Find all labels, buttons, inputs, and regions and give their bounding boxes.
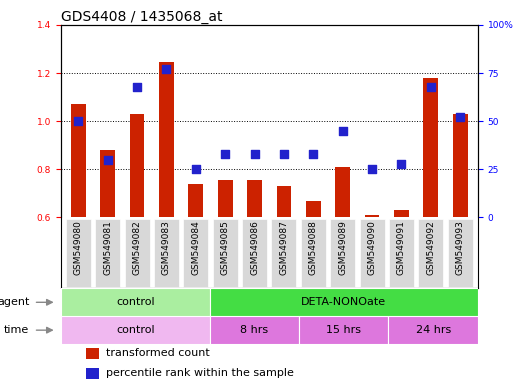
Point [103, 157, 112, 163]
Text: GSM549092: GSM549092 [426, 220, 436, 275]
FancyBboxPatch shape [418, 219, 444, 287]
Point [368, 166, 376, 172]
Bar [394, 210, 409, 217]
Text: GSM549087: GSM549087 [279, 220, 288, 275]
Point [309, 151, 317, 157]
Bar [159, 62, 174, 217]
Bar [210, 288, 478, 316]
Point [427, 83, 435, 89]
FancyBboxPatch shape [125, 219, 149, 287]
Bar [71, 104, 86, 217]
Bar [61, 288, 210, 316]
Text: transformed count: transformed count [106, 348, 210, 358]
Bar [86, 348, 99, 359]
Bar [365, 215, 380, 217]
Text: time: time [4, 325, 30, 335]
Point [456, 114, 465, 121]
FancyBboxPatch shape [271, 219, 296, 287]
FancyBboxPatch shape [301, 219, 326, 287]
Text: GSM549084: GSM549084 [191, 220, 200, 275]
Text: GSM549091: GSM549091 [397, 220, 406, 275]
FancyBboxPatch shape [95, 219, 120, 287]
Text: DETA-NONOate: DETA-NONOate [301, 297, 386, 307]
Text: 24 hrs: 24 hrs [416, 325, 451, 335]
Bar [423, 78, 438, 217]
Bar [100, 150, 115, 217]
FancyBboxPatch shape [448, 219, 473, 287]
Text: control: control [116, 297, 155, 307]
Text: GSM549082: GSM549082 [133, 220, 142, 275]
Bar [130, 114, 145, 217]
Text: GSM549088: GSM549088 [309, 220, 318, 275]
Bar [188, 184, 203, 217]
Text: GSM549086: GSM549086 [250, 220, 259, 275]
Text: percentile rank within the sample: percentile rank within the sample [106, 367, 294, 377]
Text: control: control [116, 325, 155, 335]
Point [250, 151, 259, 157]
Text: 8 hrs: 8 hrs [240, 325, 268, 335]
Text: GSM549090: GSM549090 [367, 220, 376, 275]
Point [162, 66, 171, 72]
Bar [453, 114, 468, 217]
Point [192, 166, 200, 172]
Bar [210, 316, 299, 344]
Bar [218, 180, 232, 217]
Bar [247, 180, 262, 217]
Text: GSM549093: GSM549093 [456, 220, 465, 275]
Bar [335, 167, 350, 217]
FancyBboxPatch shape [154, 219, 179, 287]
Bar [306, 200, 320, 217]
Point [280, 151, 288, 157]
Text: agent: agent [0, 297, 30, 307]
Point [221, 151, 230, 157]
Text: GSM549089: GSM549089 [338, 220, 347, 275]
Bar [299, 316, 389, 344]
Point [338, 128, 347, 134]
Bar [86, 367, 99, 379]
Text: GSM549083: GSM549083 [162, 220, 171, 275]
FancyBboxPatch shape [330, 219, 355, 287]
Bar [61, 316, 210, 344]
FancyBboxPatch shape [389, 219, 414, 287]
Point [133, 83, 142, 89]
Text: GSM549081: GSM549081 [103, 220, 112, 275]
Text: GSM549085: GSM549085 [221, 220, 230, 275]
Text: GDS4408 / 1435068_at: GDS4408 / 1435068_at [61, 10, 222, 24]
FancyBboxPatch shape [213, 219, 238, 287]
Text: 15 hrs: 15 hrs [326, 325, 361, 335]
Point [74, 118, 82, 124]
Bar [277, 186, 291, 217]
FancyBboxPatch shape [360, 219, 384, 287]
Text: GSM549080: GSM549080 [74, 220, 83, 275]
FancyBboxPatch shape [242, 219, 267, 287]
Point [397, 161, 406, 167]
Bar [389, 316, 478, 344]
FancyBboxPatch shape [183, 219, 209, 287]
FancyBboxPatch shape [66, 219, 91, 287]
